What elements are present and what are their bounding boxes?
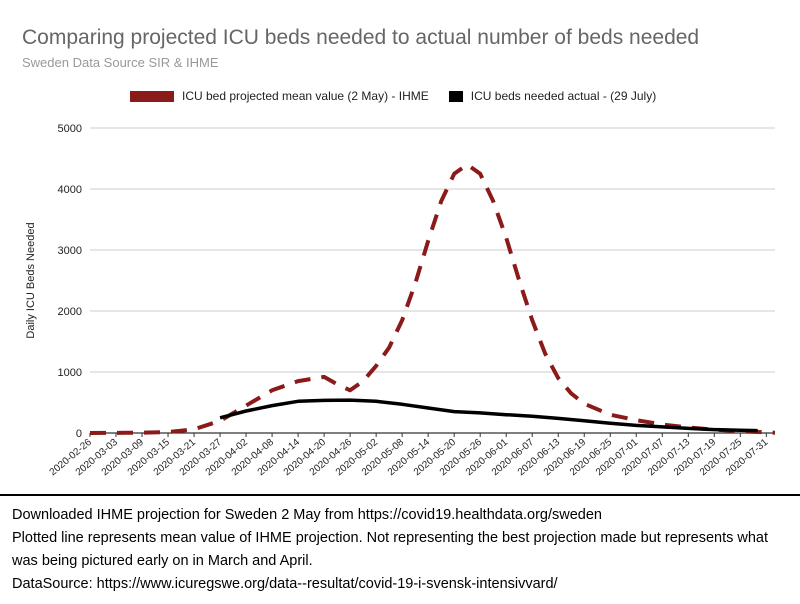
note-line-3: DataSource: https://www.icuregswe.org/da…: [12, 576, 558, 592]
legend-label-projected: ICU bed projected mean value (2 May) - I…: [182, 89, 429, 103]
y-tick-label-5000: 5000: [58, 123, 82, 135]
series-line-projected: [89, 162, 776, 435]
y-tick-label-1000: 1000: [58, 367, 82, 379]
y-axis-label: Daily ICU Beds Needed: [25, 222, 37, 338]
note-line-1: Downloaded IHME projection for Sweden 2 …: [12, 507, 602, 523]
legend-item-projected: ICU bed projected mean value (2 May) - I…: [130, 89, 429, 103]
y-tick-label-4000: 4000: [58, 184, 82, 196]
legend-item-actual: ICU beds needed actual - (29 July): [448, 89, 657, 103]
line-chart: 0 1000 2000 3000 4000 5000 Daily ICU Beds Need…: [25, 123, 776, 478]
y-tick-label-0: 0: [76, 428, 82, 440]
notes: Downloaded IHME projection for Sweden 2 …: [12, 504, 792, 596]
note-line-2: Plotted line represents mean value of IH…: [12, 530, 769, 569]
y-tick-label-2000: 2000: [58, 306, 82, 318]
chart-title: Comparing projected ICU beds needed to a…: [22, 26, 700, 49]
chart-panel: Comparing projected ICU beds needed to a…: [22, 26, 776, 479]
legend-swatch-actual: [448, 90, 463, 102]
chart-legend: ICU bed projected mean value (2 May) - I…: [130, 89, 676, 103]
legend-swatch-projected: [130, 90, 174, 102]
chart-subtitle: Sweden Data Source SIR & IHME: [22, 55, 219, 70]
divider: [0, 494, 800, 496]
legend-label-actual: ICU beds needed actual - (29 July): [470, 89, 657, 103]
series-line-actual: [219, 398, 758, 433]
y-tick-label-3000: 3000: [58, 245, 82, 257]
